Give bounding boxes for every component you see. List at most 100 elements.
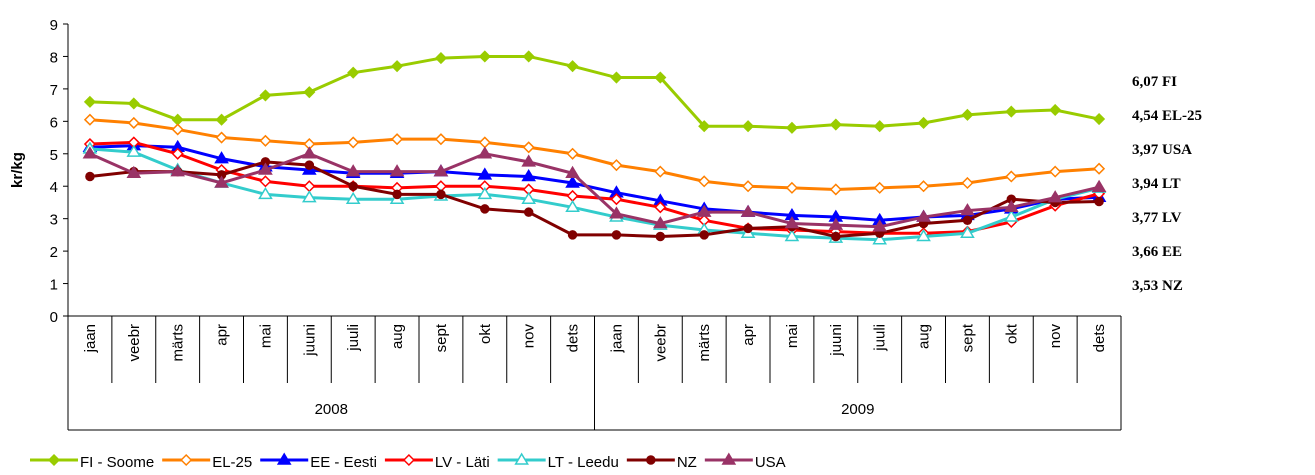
marker <box>436 189 446 200</box>
marker <box>301 146 317 159</box>
x-tick-label: dets <box>1091 324 1108 352</box>
y-tick-label: 4 <box>50 179 58 196</box>
x-tick-label: juuli <box>345 324 362 352</box>
x-tick-label: märts <box>696 324 713 362</box>
x-tick-label: sept <box>433 323 450 352</box>
marker <box>961 108 974 121</box>
marker <box>47 453 61 467</box>
y-tick-label: 0 <box>50 309 58 326</box>
marker <box>83 95 96 108</box>
marker <box>742 180 755 193</box>
marker <box>960 225 975 239</box>
marker <box>171 147 184 160</box>
marker <box>347 136 360 149</box>
marker <box>721 452 737 465</box>
annotation: 3,66 EE <box>1132 244 1182 260</box>
marker <box>180 453 193 467</box>
y-tick-label: 7 <box>50 82 58 99</box>
marker <box>1093 113 1106 126</box>
marker <box>610 159 623 172</box>
marker <box>402 453 415 467</box>
marker <box>389 164 405 177</box>
marker <box>742 120 755 133</box>
marker <box>610 71 623 84</box>
y-tick-label: 3 <box>50 212 58 229</box>
marker <box>345 191 361 204</box>
marker <box>523 207 534 217</box>
marker <box>567 230 578 240</box>
marker <box>962 215 973 226</box>
marker <box>477 167 493 180</box>
x-tick-label: mai <box>257 324 274 348</box>
marker <box>1049 165 1062 178</box>
x-tick-label: apr <box>740 324 757 346</box>
marker <box>259 89 272 102</box>
group-label: 2008 <box>315 401 348 418</box>
x-tick-label: jaan <box>82 324 99 353</box>
x-tick-label: aug <box>916 324 933 349</box>
marker <box>521 169 537 182</box>
marker <box>259 134 272 147</box>
marker <box>698 120 711 133</box>
legend-label: EL-25 <box>212 454 252 470</box>
marker <box>82 146 98 159</box>
marker <box>1005 170 1018 183</box>
x-tick-label: juuli <box>872 324 889 352</box>
marker <box>961 176 974 190</box>
marker <box>743 223 753 234</box>
x-tick-label: veebr <box>126 324 143 362</box>
marker <box>611 230 622 240</box>
marker <box>1003 199 1019 213</box>
marker <box>829 183 842 196</box>
x-tick-label: märts <box>170 324 187 362</box>
marker <box>521 154 537 167</box>
x-tick-label: nov <box>1047 324 1064 349</box>
marker <box>1093 162 1106 175</box>
marker <box>784 229 800 242</box>
marker <box>83 113 96 126</box>
y-tick-label: 6 <box>50 114 58 131</box>
series-line <box>89 160 1100 239</box>
marker <box>304 160 315 170</box>
marker <box>1094 196 1104 207</box>
marker <box>696 204 712 217</box>
marker <box>565 165 580 178</box>
marker <box>301 190 317 203</box>
marker <box>652 216 668 229</box>
marker <box>522 50 535 63</box>
marker <box>347 66 360 79</box>
marker <box>566 60 579 73</box>
marker <box>873 181 886 194</box>
marker <box>565 199 580 213</box>
marker <box>434 133 447 146</box>
marker <box>126 144 142 157</box>
marker <box>127 116 140 130</box>
x-tick-label: mai <box>784 324 801 348</box>
marker <box>654 201 667 214</box>
marker <box>215 131 228 144</box>
marker <box>85 171 95 182</box>
marker <box>259 175 272 188</box>
marker <box>391 60 404 73</box>
annotation: 4,54 EL-25 <box>1132 108 1202 124</box>
marker <box>522 141 535 154</box>
annotation: 3,77 LV <box>1132 210 1182 226</box>
marker <box>303 180 316 193</box>
marker <box>303 86 316 99</box>
marker <box>477 146 493 159</box>
marker <box>655 231 666 242</box>
marker <box>1091 179 1107 192</box>
y-tick-label: 5 <box>50 147 58 164</box>
x-tick-label: juuni <box>301 324 318 357</box>
marker <box>610 193 623 206</box>
y-tick-label: 2 <box>50 244 58 261</box>
x-tick-label: apr <box>214 324 231 346</box>
marker <box>873 120 886 133</box>
marker <box>566 189 579 203</box>
marker <box>565 175 580 188</box>
marker <box>215 113 228 126</box>
marker <box>1005 105 1018 118</box>
marker <box>348 181 358 191</box>
marker <box>391 133 404 146</box>
